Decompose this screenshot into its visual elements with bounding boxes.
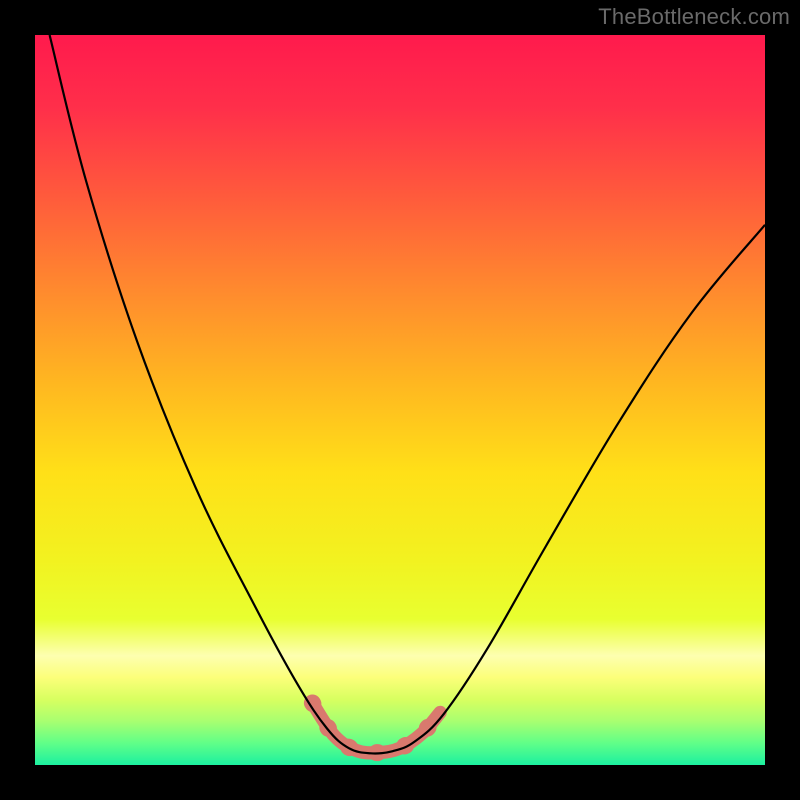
watermark-text: TheBottleneck.com (598, 4, 790, 30)
gradient-background (35, 35, 765, 765)
bottleneck-curve-chart (0, 0, 800, 800)
chart-container: TheBottleneck.com (0, 0, 800, 800)
